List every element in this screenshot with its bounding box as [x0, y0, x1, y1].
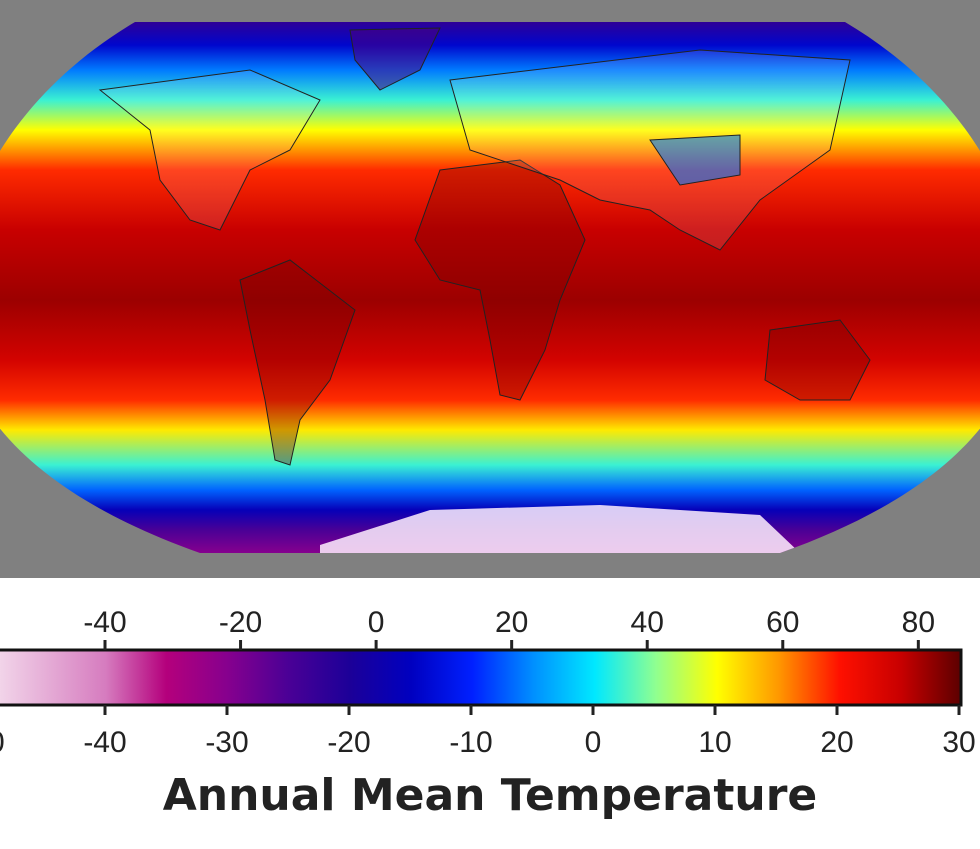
celsius-ticks: -50 -40 -30 -20 -10 0 10 20 30 [0, 705, 976, 759]
fahrenheit-tick-label: 40 [631, 606, 664, 639]
fahrenheit-tick-label: 0 [368, 606, 385, 639]
celsius-tick-label: 10 [698, 726, 731, 759]
fahrenheit-ticks: -40 -20 0 20 40 60 80 [83, 606, 935, 650]
colorbar-svg: -40 -20 0 20 40 60 80 -50 -40 -30 -20 -10 0 10 20 30 [0, 606, 976, 759]
celsius-tick-label: -40 [83, 726, 126, 759]
landmasses [98, 27, 871, 553]
map-title: Annual Mean Temperature [162, 770, 818, 821]
tibet [649, 134, 741, 186]
antarctica [320, 505, 800, 553]
fahrenheit-tick-label: -20 [219, 606, 262, 639]
temperature-bands [0, 22, 980, 553]
fahrenheit-tick-label: 80 [902, 606, 935, 639]
celsius-tick-label: -10 [449, 726, 492, 759]
south-america [239, 259, 356, 466]
greenland [349, 27, 441, 91]
colorbar: -40 -20 0 20 40 60 80 -50 -40 -30 -20 -10 0 10 20 30 [0, 600, 980, 765]
fahrenheit-tick-label: -40 [83, 606, 126, 639]
eurasia [449, 49, 851, 251]
fahrenheit-tick-label: 60 [766, 606, 799, 639]
colorbar-gradient [0, 648, 963, 707]
north-america [98, 69, 321, 231]
celsius-tick-label: -30 [205, 726, 248, 759]
australia [764, 319, 871, 401]
celsius-tick-label: -20 [327, 726, 370, 759]
fahrenheit-tick-label: 20 [495, 606, 528, 639]
celsius-tick-label: 0 [585, 726, 602, 759]
world-temperature-map [0, 0, 980, 578]
map-svg [0, 22, 980, 553]
celsius-tick-label: 20 [820, 726, 853, 759]
celsius-tick-label: -50 [0, 726, 5, 759]
africa [414, 159, 586, 401]
celsius-tick-label: 30 [942, 726, 975, 759]
